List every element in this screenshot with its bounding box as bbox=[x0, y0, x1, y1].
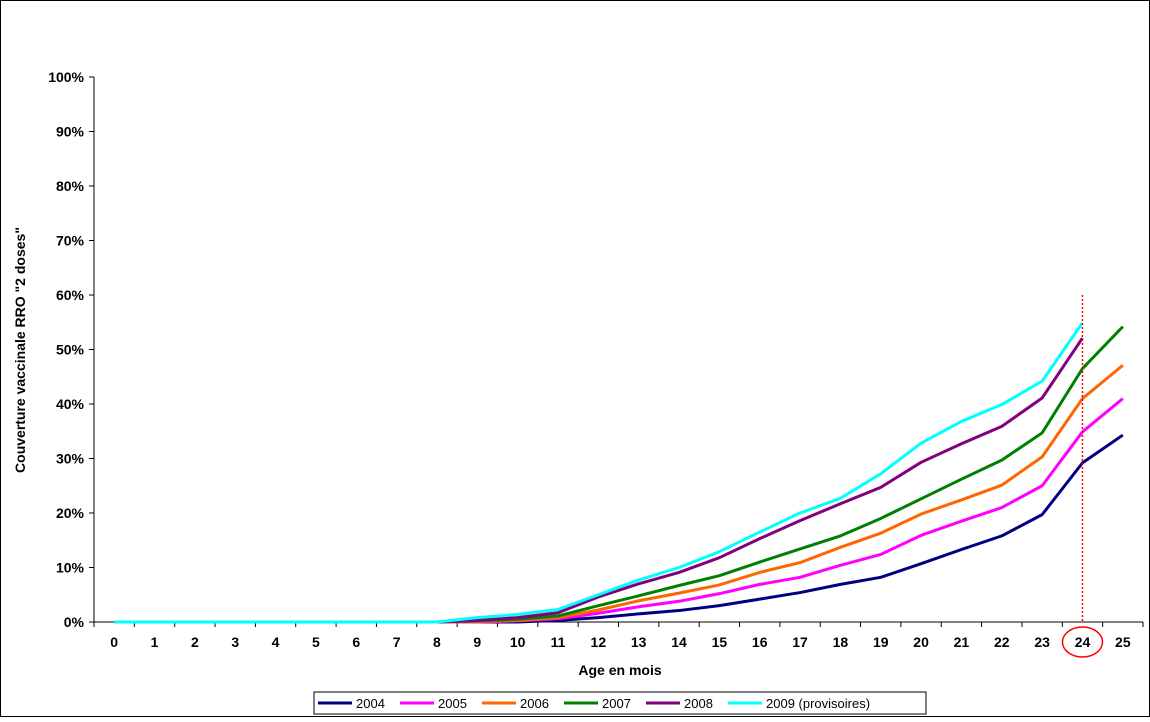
legend-item: 2008 bbox=[646, 696, 713, 711]
highlight-circle bbox=[1061, 626, 1104, 658]
x-tick-label: 24 bbox=[1075, 634, 1091, 650]
x-tick-label: 9 bbox=[473, 634, 481, 650]
x-tick-label: 6 bbox=[352, 634, 360, 650]
x-tick-label: 17 bbox=[792, 634, 808, 650]
y-axis-title: Couverture vaccinale RRO "2 doses" bbox=[12, 227, 28, 473]
y-tick-label: 30% bbox=[56, 451, 85, 467]
x-tick-label: 7 bbox=[393, 634, 401, 650]
legend-item: 2005 bbox=[400, 696, 467, 711]
legend-label: 2005 bbox=[438, 696, 467, 711]
legend-box bbox=[313, 691, 927, 715]
y-tick-label: 10% bbox=[56, 560, 85, 576]
y-tick-label: 0% bbox=[64, 614, 85, 630]
legend-label: 2009 (provisoires) bbox=[766, 696, 870, 711]
x-tick-label: 23 bbox=[1034, 634, 1050, 650]
x-tick-label: 22 bbox=[994, 634, 1010, 650]
legend: 2004 2005 2006 2007 2008 2009 (provisoires) bbox=[313, 691, 927, 715]
x-tick-label: 19 bbox=[873, 634, 889, 650]
legend-label: 2006 bbox=[520, 696, 549, 711]
x-tick-label: 20 bbox=[913, 634, 929, 650]
legend-item: 2007 bbox=[564, 696, 631, 711]
legend-item: 2004 bbox=[318, 696, 385, 711]
legend-item: 2009 (provisoires) bbox=[728, 696, 870, 711]
y-tick-label: 70% bbox=[56, 233, 85, 249]
x-tick-label: 1 bbox=[151, 634, 159, 650]
series-line-2009-provisoires bbox=[114, 321, 1084, 624]
y-tick-label: 50% bbox=[56, 342, 85, 358]
y-tick-label: 90% bbox=[56, 124, 85, 140]
y-tick-label: 20% bbox=[56, 505, 85, 521]
x-tick-label: 18 bbox=[833, 634, 849, 650]
annotations bbox=[1061, 295, 1104, 658]
x-tick-label: 15 bbox=[712, 634, 728, 650]
x-tick-label: 4 bbox=[272, 634, 280, 650]
x-tick-label: 21 bbox=[954, 634, 970, 650]
x-tick-label: 10 bbox=[510, 634, 526, 650]
legend-item: 2006 bbox=[482, 696, 549, 711]
x-tick-label: 16 bbox=[752, 634, 768, 650]
x-tick-label: 11 bbox=[551, 634, 566, 650]
x-tick-label: 3 bbox=[231, 634, 239, 650]
x-tick-label: 5 bbox=[312, 634, 320, 650]
legend-label: 2008 bbox=[684, 696, 713, 711]
x-tick-label: 12 bbox=[591, 634, 607, 650]
x-tick-label: 0 bbox=[110, 634, 118, 650]
y-tick-label: 40% bbox=[56, 396, 85, 412]
series-lines bbox=[114, 321, 1124, 624]
x-tick-label: 14 bbox=[671, 634, 687, 650]
legend-label: 2004 bbox=[356, 696, 385, 711]
x-tick-label: 8 bbox=[433, 634, 441, 650]
x-tick-label: 13 bbox=[631, 634, 647, 650]
y-tick-label: 60% bbox=[56, 287, 85, 303]
legend-label: 2007 bbox=[602, 696, 631, 711]
y-axis: 0% 10% 20% 30% 40% 50% 60% 70% 80% 90% 100% bbox=[48, 69, 95, 630]
x-tick-label: 25 bbox=[1115, 634, 1131, 650]
y-tick-label: 80% bbox=[56, 178, 85, 194]
x-tick-label: 2 bbox=[191, 634, 199, 650]
x-axis-title: Age en mois bbox=[578, 662, 661, 678]
y-tick-label: 100% bbox=[48, 69, 84, 85]
